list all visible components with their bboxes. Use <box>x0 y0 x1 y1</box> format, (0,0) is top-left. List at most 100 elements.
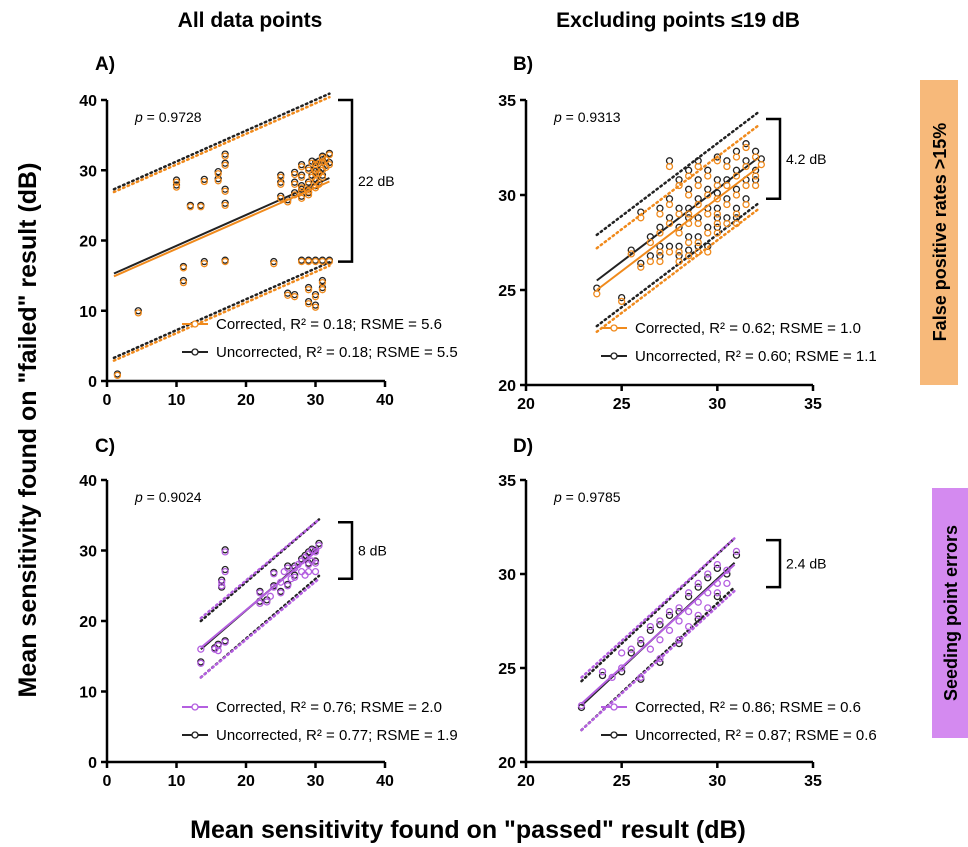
x-tick-label: 25 <box>613 773 631 790</box>
corrected-point <box>214 170 222 178</box>
corrected-point <box>221 257 229 266</box>
uncorrected-point <box>311 301 320 309</box>
corrected-point <box>656 654 664 663</box>
legend-label: Uncorrected, R² = 0.77; RSME = 1.9 <box>216 727 458 744</box>
corrected-point <box>646 257 655 266</box>
x-tick-label: 0 <box>103 773 112 790</box>
y-tick-label: 30 <box>498 188 516 205</box>
legend-swatch-marker <box>191 731 199 739</box>
uncorrected-point <box>200 257 208 266</box>
uncorrected-point <box>304 283 313 292</box>
y-tick-label: 10 <box>79 685 97 702</box>
corrected-point <box>751 172 760 180</box>
corrected-point <box>304 286 313 294</box>
y-tick-label: 0 <box>88 374 97 391</box>
uncorrected-prediction-band <box>595 110 761 237</box>
x-axis-title: Mean sensitivity found on "passed" resul… <box>190 816 746 844</box>
corrected-point <box>713 157 721 165</box>
corrected-point <box>221 638 229 646</box>
corrected-point <box>221 187 229 195</box>
uncorrected-point <box>277 178 285 186</box>
corrected-point <box>263 598 271 606</box>
corrected-point <box>675 229 683 237</box>
corrected-point <box>684 589 693 597</box>
legend-swatch-marker <box>191 348 199 356</box>
range-bracket-label: 22 dB <box>358 173 395 189</box>
x-tick-label: 30 <box>708 773 726 790</box>
corrected-point <box>311 303 320 311</box>
row-label-false-positive: False positive rates >15% <box>930 123 950 342</box>
uncorrected-point <box>304 297 313 306</box>
corrected-point <box>704 248 712 256</box>
corrected-point <box>675 604 683 612</box>
corrected-point <box>675 257 683 266</box>
legend-label: Corrected, R² = 0.86; RSME = 0.6 <box>635 699 861 716</box>
corrected-point <box>684 191 693 199</box>
uncorrected-point <box>318 283 327 292</box>
corrected-point <box>284 291 292 299</box>
uncorrected-point <box>637 639 645 648</box>
uncorrected-point <box>172 176 181 184</box>
corrected-point <box>179 278 188 287</box>
corrected-point <box>665 200 674 209</box>
corrected-point <box>618 649 626 657</box>
corrected-point <box>665 626 674 635</box>
uncorrected-point <box>684 592 693 601</box>
corrected-point <box>646 238 655 247</box>
corrected-point <box>704 172 712 180</box>
corrected-point <box>221 161 229 169</box>
uncorrected-prediction-band <box>112 92 331 191</box>
corrected-point <box>675 617 683 625</box>
corrected-point <box>598 668 607 676</box>
y-tick-label: 20 <box>79 234 97 251</box>
corrected-point <box>713 219 721 228</box>
p-value-label: p = 0.9024 <box>134 489 202 505</box>
legend-label: Corrected, R² = 0.76; RSME = 2.0 <box>216 699 442 716</box>
corrected-point <box>713 560 721 569</box>
corrected-point <box>304 166 313 174</box>
corrected-point <box>723 200 731 209</box>
uncorrected-point <box>172 181 181 189</box>
corrected-point <box>656 248 664 256</box>
uncorrected-point <box>134 307 142 315</box>
corrected-prediction-band <box>199 577 321 679</box>
corrected-point <box>277 173 285 181</box>
corrected-point <box>270 570 278 578</box>
corrected-point <box>637 263 645 271</box>
corrected-point <box>325 151 334 159</box>
y-tick-label: 35 <box>498 93 516 110</box>
y-tick-label: 30 <box>79 163 97 180</box>
p-value-label: p = 0.9785 <box>553 489 621 505</box>
x-tick-label: 10 <box>168 773 186 790</box>
corrected-point <box>277 194 285 203</box>
corrected-point <box>665 162 674 171</box>
corrected-point <box>197 645 205 653</box>
uncorrected-point <box>290 290 299 299</box>
corrected-point <box>134 309 142 317</box>
range-bracket-label: 4.2 dB <box>786 151 826 167</box>
corrected-point <box>694 611 702 620</box>
uncorrected-point <box>221 159 229 167</box>
uncorrected-point <box>179 276 188 285</box>
corrected-point <box>646 622 655 631</box>
x-tick-label: 30 <box>307 392 325 409</box>
corrected-prediction-band <box>112 264 331 362</box>
corrected-point <box>218 578 226 586</box>
uncorrected-point <box>304 178 313 186</box>
corrected-point <box>704 604 712 612</box>
corrected-point <box>221 568 229 576</box>
y-tick-label: 40 <box>79 473 97 490</box>
corrected-point <box>214 646 222 655</box>
corrected-point <box>751 153 760 161</box>
uncorrected-point <box>214 175 222 183</box>
uncorrected-point <box>627 649 635 657</box>
uncorrected-point <box>221 565 229 574</box>
corrected-point <box>694 238 702 247</box>
corrected-prediction-band <box>595 207 761 334</box>
uncorrected-point <box>656 621 664 629</box>
x-tick-label: 35 <box>804 773 822 790</box>
corrected-point <box>172 183 181 191</box>
corrected-point <box>732 210 741 218</box>
row-label-box-seeding <box>932 488 968 738</box>
